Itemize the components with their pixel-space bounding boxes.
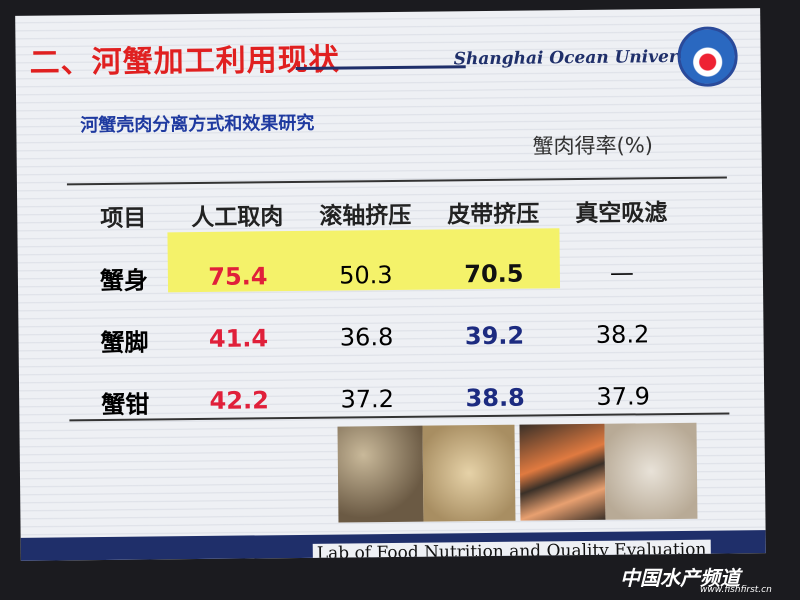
cell: 50.3: [339, 260, 393, 290]
cell: 41.4: [208, 324, 269, 353]
cell: 38.2: [595, 320, 650, 349]
footer-text: Lab of Food Nutrition and Quality Evalua…: [312, 539, 711, 561]
cell: 36.8: [339, 322, 394, 352]
row-label: 蟹脚: [100, 328, 149, 357]
unit-label: 蟹肉得率(%): [532, 133, 654, 159]
watermark: 中国水产频道: [620, 566, 740, 590]
title-rule: [295, 65, 466, 70]
cell: 38.8: [465, 383, 525, 413]
cell: 37.2: [340, 384, 395, 414]
photo: [519, 423, 606, 521]
university-name: Shanghai Ocean University: [453, 46, 712, 70]
row-label: 蟹身: [99, 266, 149, 295]
university-logo: [677, 26, 738, 87]
header-cell: 项目: [100, 205, 147, 233]
header-cell: 滚轴挤压: [319, 202, 412, 230]
header-row: 项目 人工取肉 滚轴挤压 皮带挤压 真空吸滤: [73, 179, 686, 247]
slide: 二、河蟹加工利用现状 Shanghai Ocean University 河蟹壳…: [15, 8, 766, 561]
watermark-url: www.fishfirst.cn: [700, 585, 772, 595]
row: 蟹脚 41.4 36.8 39.2 38.2: [74, 303, 687, 371]
slide-title: 二、河蟹加工利用现状: [29, 42, 340, 81]
table: 项目 人工取肉 滚轴挤压 皮带挤压 真空吸滤 蟹身 75.4 50.3 70.5…: [73, 179, 688, 433]
cell: 37.9: [596, 382, 651, 411]
row: 蟹身 75.4 50.3 70.5 —: [74, 241, 687, 309]
header-cell: 皮带挤压: [447, 201, 540, 229]
photo: [604, 422, 698, 520]
photo: [337, 425, 424, 523]
cell: 42.2: [209, 386, 269, 415]
header-cell: 人工取肉: [191, 204, 284, 232]
header-cell: 真空吸滤: [575, 200, 668, 228]
cell: —: [609, 258, 635, 287]
row-label: 蟹钳: [101, 390, 150, 419]
cell: 39.2: [464, 321, 525, 351]
subtitle: 河蟹壳肉分离方式和效果研究: [80, 112, 315, 137]
photo: [422, 424, 516, 522]
cell: 75.4: [208, 262, 268, 291]
cell: 70.5: [464, 259, 524, 289]
